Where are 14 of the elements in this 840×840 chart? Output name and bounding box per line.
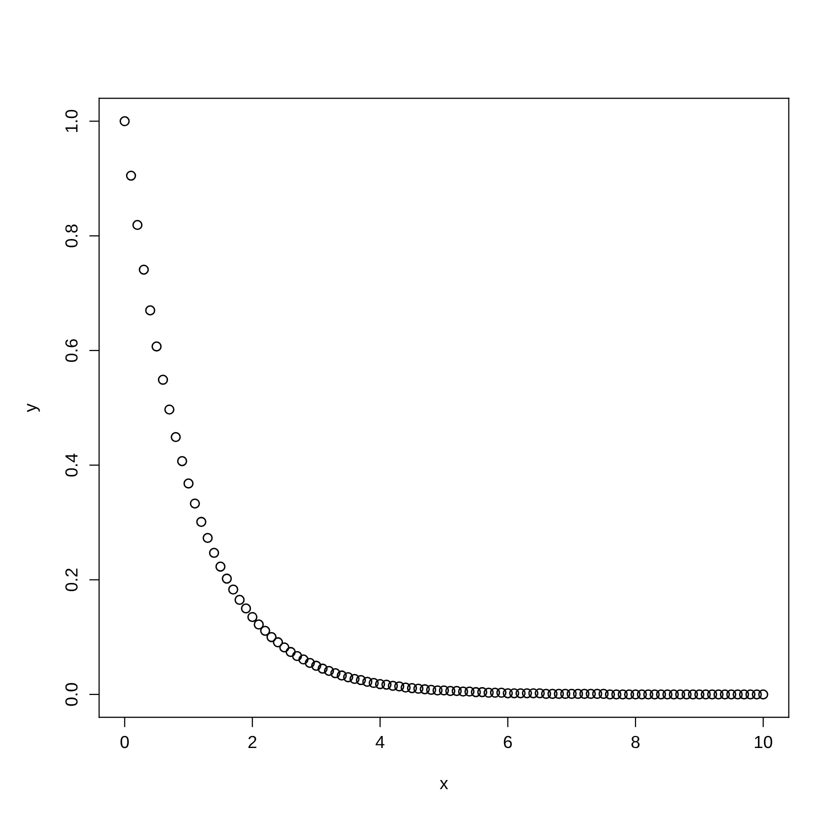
x-axis-title: x: [440, 780, 448, 790]
y-tick-label: 0.4: [65, 454, 78, 477]
x-tick-label: 0: [120, 736, 129, 748]
y-tick-label: 1.0: [65, 110, 78, 132]
y-tick-label: 0.8: [65, 224, 78, 248]
y-tick-label: 0.6: [65, 339, 78, 362]
x-tick-label: 10: [754, 736, 772, 748]
x-tick-label: 8: [631, 736, 640, 748]
x-tick-label: 2: [248, 736, 256, 748]
x-tick-label: 4: [376, 736, 384, 748]
y-axis-title: y: [27, 404, 40, 412]
y-tick-label: 0.2: [65, 568, 78, 592]
x-tick-label: 6: [504, 736, 512, 748]
y-tick-label: 0.0: [65, 683, 78, 706]
